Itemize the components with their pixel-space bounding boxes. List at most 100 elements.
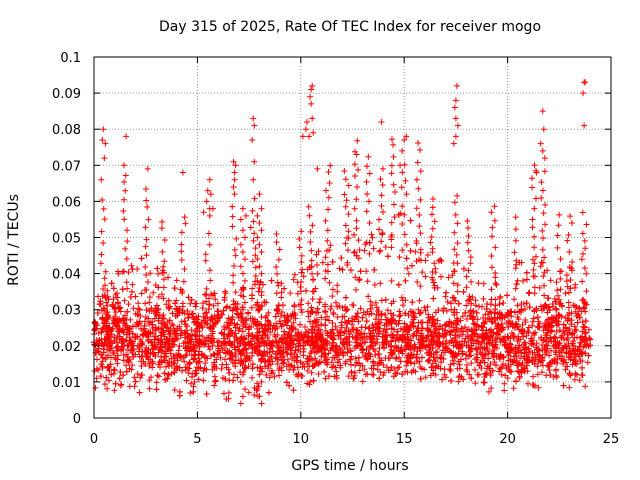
data-point bbox=[308, 100, 315, 107]
data-point bbox=[229, 213, 236, 220]
data-point bbox=[159, 270, 166, 277]
data-point bbox=[516, 342, 523, 349]
data-point bbox=[403, 255, 410, 262]
data-point bbox=[332, 343, 339, 350]
data-point bbox=[352, 274, 359, 281]
data-point bbox=[312, 324, 319, 331]
data-point bbox=[170, 359, 177, 366]
data-point bbox=[305, 203, 312, 210]
data-point bbox=[211, 361, 218, 368]
data-point bbox=[469, 331, 476, 338]
data-point bbox=[162, 350, 169, 357]
data-point bbox=[230, 272, 237, 279]
data-point bbox=[310, 276, 317, 283]
data-point bbox=[451, 104, 458, 111]
data-point bbox=[206, 212, 213, 219]
data-point bbox=[417, 283, 424, 290]
data-point bbox=[224, 303, 231, 310]
data-point bbox=[203, 292, 210, 299]
data-point bbox=[449, 272, 456, 279]
data-point bbox=[515, 368, 522, 375]
data-point bbox=[343, 197, 350, 204]
data-point bbox=[362, 324, 369, 331]
data-point bbox=[248, 295, 255, 302]
data-point bbox=[569, 340, 576, 347]
data-point bbox=[488, 385, 495, 392]
data-point bbox=[401, 231, 408, 238]
y-axis-title: ROTI / TECUs bbox=[6, 194, 22, 286]
data-point bbox=[322, 217, 329, 224]
data-point bbox=[331, 373, 338, 380]
data-point bbox=[332, 323, 339, 330]
data-point bbox=[259, 325, 266, 332]
data-point bbox=[539, 187, 546, 194]
data-point bbox=[307, 238, 314, 245]
data-point bbox=[310, 129, 317, 136]
data-point bbox=[422, 374, 429, 381]
data-point bbox=[454, 288, 461, 295]
data-point bbox=[143, 272, 150, 279]
data-point bbox=[109, 325, 116, 332]
data-point bbox=[410, 367, 417, 374]
data-point bbox=[416, 344, 423, 351]
data-point bbox=[367, 335, 374, 342]
data-point bbox=[479, 351, 486, 358]
data-point bbox=[179, 169, 186, 176]
data-point bbox=[194, 325, 201, 332]
data-point bbox=[262, 331, 269, 338]
data-point bbox=[309, 82, 316, 89]
data-point bbox=[290, 366, 297, 373]
data-point bbox=[355, 330, 362, 337]
data-point bbox=[550, 317, 557, 324]
data-point bbox=[307, 228, 314, 235]
data-point bbox=[230, 279, 237, 286]
data-point bbox=[513, 257, 520, 264]
data-point bbox=[239, 371, 246, 378]
data-point bbox=[214, 315, 221, 322]
data-point bbox=[428, 322, 435, 329]
data-point bbox=[155, 270, 162, 277]
data-point bbox=[171, 285, 178, 292]
data-point bbox=[445, 274, 452, 281]
data-point bbox=[422, 273, 429, 280]
data-point bbox=[146, 377, 153, 384]
data-point bbox=[308, 369, 315, 376]
data-point bbox=[494, 323, 501, 330]
data-point bbox=[410, 316, 417, 323]
data-point bbox=[100, 205, 107, 212]
data-point bbox=[372, 351, 379, 358]
data-point bbox=[129, 288, 136, 295]
data-point bbox=[556, 211, 563, 218]
data-point bbox=[258, 303, 265, 310]
data-point bbox=[249, 331, 256, 338]
data-point bbox=[327, 305, 334, 312]
y-tick-label: 0.03 bbox=[52, 304, 81, 319]
data-point bbox=[341, 167, 348, 174]
data-point bbox=[352, 286, 359, 293]
data-point bbox=[460, 265, 467, 272]
data-point bbox=[395, 281, 402, 288]
data-point bbox=[370, 371, 377, 378]
data-point bbox=[450, 309, 457, 316]
data-point bbox=[242, 316, 249, 323]
data-point bbox=[388, 170, 395, 177]
data-point bbox=[104, 293, 111, 300]
data-point bbox=[581, 305, 588, 312]
data-point bbox=[120, 329, 127, 336]
data-point bbox=[220, 307, 227, 314]
data-point bbox=[533, 169, 540, 176]
data-point bbox=[329, 258, 336, 265]
data-point bbox=[204, 187, 211, 194]
data-point bbox=[222, 290, 229, 297]
data-point bbox=[404, 369, 411, 376]
data-point bbox=[239, 227, 246, 234]
data-point bbox=[407, 217, 414, 224]
data-point bbox=[334, 327, 341, 334]
data-point bbox=[432, 349, 439, 356]
data-point bbox=[374, 366, 381, 373]
data-point bbox=[247, 224, 254, 231]
data-point bbox=[95, 345, 102, 352]
data-point bbox=[555, 311, 562, 318]
data-point bbox=[146, 321, 153, 327]
data-point bbox=[353, 196, 360, 203]
